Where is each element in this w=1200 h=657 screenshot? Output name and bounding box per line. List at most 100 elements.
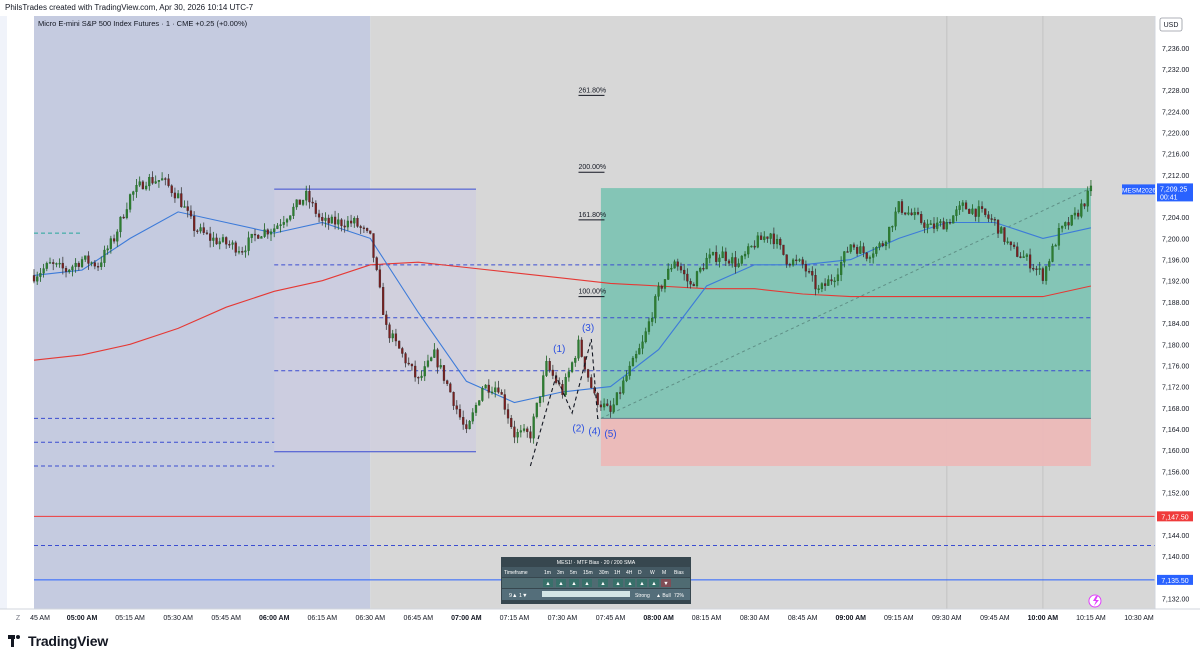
candle-body xyxy=(90,262,93,264)
y-tick-8: 7,164.00 xyxy=(1162,427,1189,434)
y-tick-13: 7,184.00 xyxy=(1162,321,1189,328)
candle-body xyxy=(702,268,705,270)
x-tick-0: 45 AM xyxy=(30,615,50,622)
wave-path xyxy=(529,338,601,467)
candle-body xyxy=(494,387,497,393)
x-tick-21: 10:00 AM xyxy=(1028,615,1059,622)
candle-body xyxy=(84,255,87,260)
candle-body xyxy=(1012,244,1016,247)
candle-body xyxy=(237,251,241,253)
price-chart[interactable]: 261.80% 200.00% 161.80% 100.00% (1) (2) (3) (4)… xyxy=(0,16,1200,625)
y-tick-0: 7,132.00 xyxy=(1162,596,1189,603)
x-tick-17: 09:00 AM xyxy=(835,615,866,622)
candle-body xyxy=(670,268,673,270)
candle-body xyxy=(221,237,225,242)
x-tick-16: 08:45 AM xyxy=(788,615,818,622)
candle-body xyxy=(68,269,71,272)
candle-body xyxy=(964,202,968,210)
candle-body xyxy=(599,404,603,408)
candle-body xyxy=(244,250,247,253)
candle-body xyxy=(942,221,945,230)
candle-body xyxy=(638,348,641,355)
candle-body xyxy=(823,283,827,286)
candle-body xyxy=(683,269,686,275)
candle-body xyxy=(833,280,836,283)
mtf-arrow-1: ▲ xyxy=(558,581,563,587)
candle-body xyxy=(484,384,487,389)
candle-body xyxy=(269,231,273,235)
y-tick-22: 7,220.00 xyxy=(1162,130,1189,137)
candle-body xyxy=(385,314,388,325)
price-level-tag-label-0: 7,147.50 xyxy=(1161,514,1188,521)
candle-body xyxy=(840,262,843,275)
candle-body xyxy=(974,208,977,217)
mtf-cell-bg-9 xyxy=(661,579,671,587)
candle-body xyxy=(548,361,551,371)
candle-body xyxy=(1044,266,1048,281)
x-tick-6: 06:15 AM xyxy=(307,615,337,622)
candle-body xyxy=(394,333,398,342)
candle-body xyxy=(987,214,990,219)
candle-body xyxy=(529,431,532,439)
mtf-header-3: 5m xyxy=(570,570,577,576)
candle-body xyxy=(138,181,141,186)
candle-body xyxy=(1073,212,1077,216)
candle-body xyxy=(314,202,317,214)
y-tick-6: 7,156.00 xyxy=(1162,469,1189,476)
candle-body xyxy=(1048,261,1051,267)
candle-body xyxy=(481,388,484,401)
x-tick-9: 07:00 AM xyxy=(451,615,482,622)
candle-body xyxy=(167,178,170,186)
mtf-cell-bg-5 xyxy=(613,579,623,587)
candle-body xyxy=(763,236,766,240)
candle-body xyxy=(814,275,817,290)
candle-body xyxy=(253,233,257,236)
candle-body xyxy=(699,268,702,272)
candle-body xyxy=(468,421,471,430)
mtf-header-6: 1H xyxy=(614,570,621,576)
candle-body xyxy=(39,273,42,277)
mtf-arrow-0: ▲ xyxy=(545,581,550,587)
candle-body xyxy=(289,215,292,220)
candle-body xyxy=(859,246,862,254)
candle-body xyxy=(157,180,161,182)
candle-body xyxy=(731,257,734,264)
mtf-cell-bg-7 xyxy=(637,579,647,587)
mtf-header-row xyxy=(502,567,690,577)
candle-body xyxy=(769,233,772,239)
mtf-header-4: 15m xyxy=(583,570,593,576)
candle-body xyxy=(929,223,932,225)
x-tick-20: 09:45 AM xyxy=(980,615,1010,622)
tradingview-logo[interactable]: TradingView xyxy=(8,633,108,649)
y-tick-21: 7,216.00 xyxy=(1162,152,1189,159)
chart-area[interactable]: 261.80% 200.00% 161.80% 100.00% (1) (2) (3) (4)… xyxy=(0,16,1200,625)
candle-body xyxy=(490,391,494,394)
candle-body xyxy=(497,387,500,393)
candle-body xyxy=(641,341,644,349)
last-price-tag xyxy=(1157,183,1193,202)
candle-body xyxy=(465,424,468,430)
candle-body xyxy=(513,426,516,438)
candle-body xyxy=(939,221,942,224)
candle-body xyxy=(64,268,68,272)
y-tick-2: 7,140.00 xyxy=(1162,554,1189,561)
candle-body xyxy=(301,200,305,205)
fib-label-3: 100.00% xyxy=(578,289,606,296)
candle-body xyxy=(734,257,737,267)
candle-body xyxy=(276,225,279,229)
mtf-header-11: Bias xyxy=(674,570,684,576)
candle-body xyxy=(388,324,391,339)
y-tick-18: 7,204.00 xyxy=(1162,215,1189,222)
candle-body xyxy=(144,185,148,190)
candle-body xyxy=(1064,222,1067,227)
mtf-counts: 9▲ 1▼ xyxy=(509,593,528,599)
candle-body xyxy=(897,201,900,213)
candle-body xyxy=(52,262,55,264)
candle-body xyxy=(116,231,119,242)
candle-body xyxy=(625,375,628,381)
candle-body xyxy=(132,191,135,195)
candle-body xyxy=(346,220,349,228)
candle-body xyxy=(330,216,333,224)
candle-body xyxy=(55,263,58,265)
candle-body xyxy=(430,357,433,361)
